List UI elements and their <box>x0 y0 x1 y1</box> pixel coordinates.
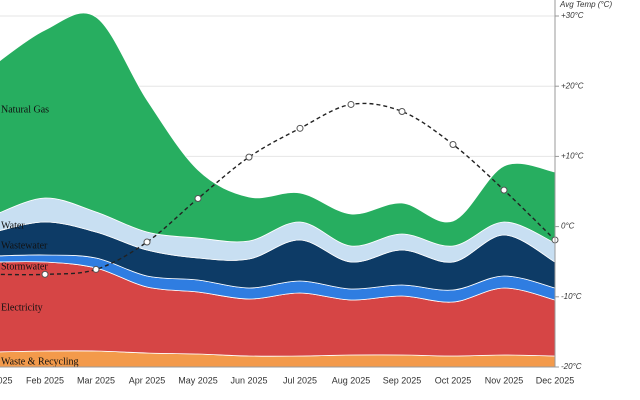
temp-line <box>0 102 556 276</box>
y2-axis-title: Avg Temp (°C) <box>559 0 612 9</box>
series-label: Electricity <box>1 302 43 313</box>
x-tick-label: Oct 2025 <box>435 375 472 385</box>
temp-point <box>41 270 49 278</box>
y2-tick-label: -10°C <box>561 292 582 301</box>
x-tick-label: Aug 2025 <box>332 375 371 385</box>
temp-point <box>296 124 304 132</box>
temp-point <box>245 153 253 161</box>
x-tick-label: Dec 2025 <box>536 375 575 385</box>
series-label: Natural Gas <box>1 104 49 115</box>
temp-point <box>92 265 100 273</box>
x-tick-label: Feb 2025 <box>26 375 64 385</box>
x-tick-label: Nov 2025 <box>485 375 524 385</box>
y2-tick-label: +30°C <box>561 11 584 20</box>
series-label: Waste & Recycling <box>1 356 79 367</box>
temp-point <box>500 186 508 194</box>
x-tick-label: Apr 2025 <box>129 375 166 385</box>
x-tick-label: Sep 2025 <box>383 375 422 385</box>
x-tick-label: Jun 2025 <box>230 375 267 385</box>
series-label: Water <box>1 220 25 231</box>
x-tick-label: Jul 2025 <box>283 375 317 385</box>
x-tick-label: May 2025 <box>178 375 218 385</box>
y2-tick-label: +10°C <box>561 152 584 161</box>
y2-tick-label: 0°C <box>561 222 575 231</box>
series-label: Stormwater <box>1 261 48 272</box>
temp-point <box>194 195 202 203</box>
temp-point <box>347 100 355 108</box>
x-tick-label: Mar 2025 <box>77 375 115 385</box>
temp-point <box>398 107 406 115</box>
series-label: Wastewater <box>1 240 48 251</box>
temp-point <box>143 238 151 246</box>
y2-tick-label: +20°C <box>561 81 584 90</box>
area <box>0 12 556 247</box>
x-tick-label: Jan 2025 <box>0 375 13 385</box>
y2-tick-label: -20°C <box>561 362 582 371</box>
temp-point <box>449 140 457 148</box>
